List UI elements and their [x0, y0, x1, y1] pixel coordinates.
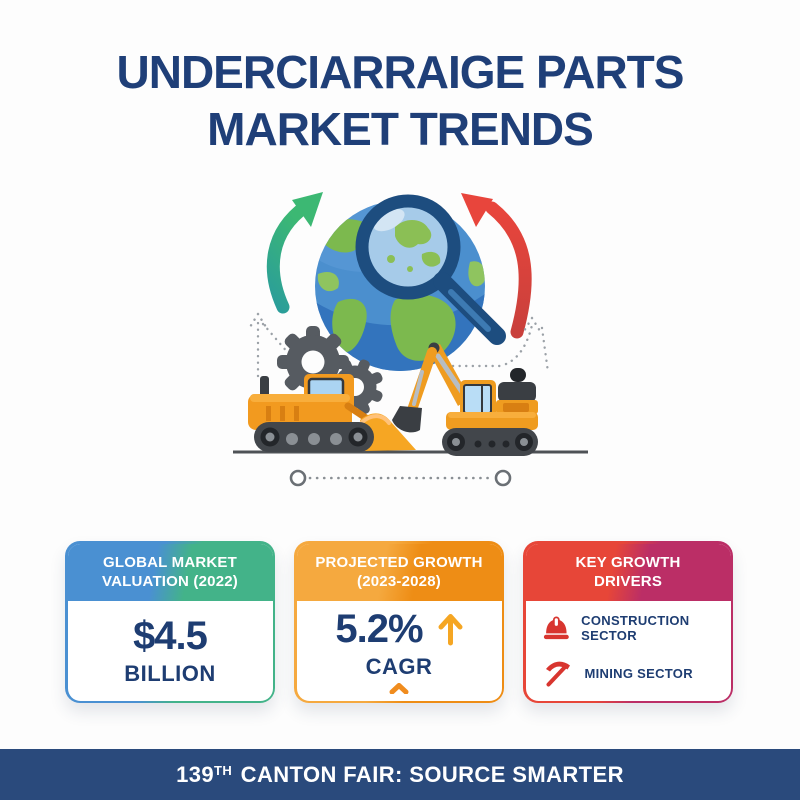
magnifier-icon	[355, 194, 506, 345]
page-title-line2: MARKET TRENDS	[207, 103, 594, 156]
hard-hat-icon	[543, 615, 569, 639]
card-header-line2: (2023-2028)	[357, 573, 441, 590]
footer-number: 139	[176, 761, 215, 787]
chevron-up-icon	[389, 682, 409, 694]
card-header: GLOBAL MARKET VALUATION (2022)	[67, 543, 273, 601]
market-valuation-unit: BILLION	[124, 660, 216, 686]
dotted-timeline-connector	[289, 469, 512, 487]
footer-ordinal: TH	[214, 762, 233, 778]
card-global-market-valuation: GLOBAL MARKET VALUATION (2022) $4.5 BILL…	[65, 541, 275, 703]
pickaxe-icon	[545, 661, 570, 687]
bulldozer-icon	[248, 374, 416, 452]
card-header-line1: GLOBAL MARKET	[103, 553, 237, 571]
driver-construction: CONSTRUCTION SECTOR	[543, 613, 731, 643]
driver-label: MINING SECTOR	[584, 665, 693, 681]
card-header-line2: DRIVERS	[593, 573, 663, 590]
page-title: UNDERCIARRAIGE PARTS MARKET TRENDS	[0, 44, 800, 158]
growth-unit: CAGR	[365, 653, 433, 679]
growth-value: 5.2%	[335, 606, 423, 651]
market-valuation-value: $4.5	[133, 613, 208, 658]
up-arrow-icon	[438, 613, 463, 645]
card-header-line1: PROJECTED GROWTH	[315, 553, 483, 571]
driver-label: CONSTRUCTION SECTOR	[581, 613, 690, 643]
footer-text: 139TH CANTON FAIR: SOURCE SMARTER	[176, 762, 624, 788]
card-key-growth-drivers: KEY GROWTH DRIVERS CONSTRUCTION SECTOR	[523, 541, 733, 703]
footer-bar: 139TH CANTON FAIR: SOURCE SMARTER	[0, 749, 800, 800]
footer-rest: CANTON FAIR: SOURCE SMARTER	[234, 761, 624, 787]
card-header: PROJECTED GROWTH (2023-2028)	[296, 543, 502, 601]
card-header-line1: KEY GROWTH	[575, 553, 681, 571]
driver-mining: MINING SECTOR	[543, 658, 693, 688]
market-illustration	[233, 192, 588, 487]
card-projected-growth: PROJECTED GROWTH (2023-2028) 5.2% CAGR	[294, 541, 504, 703]
page-title-line1: UNDERCIARRAIGE PARTS	[116, 46, 685, 98]
excavator-icon	[392, 342, 538, 456]
card-header-line2: VALUATION (2022)	[102, 573, 238, 590]
card-header: KEY GROWTH DRIVERS	[525, 543, 731, 601]
stat-cards-row: GLOBAL MARKET VALUATION (2022) $4.5 BILL…	[65, 541, 733, 703]
red-growth-arrow-icon	[461, 193, 532, 339]
green-growth-arrow-icon	[266, 192, 323, 314]
